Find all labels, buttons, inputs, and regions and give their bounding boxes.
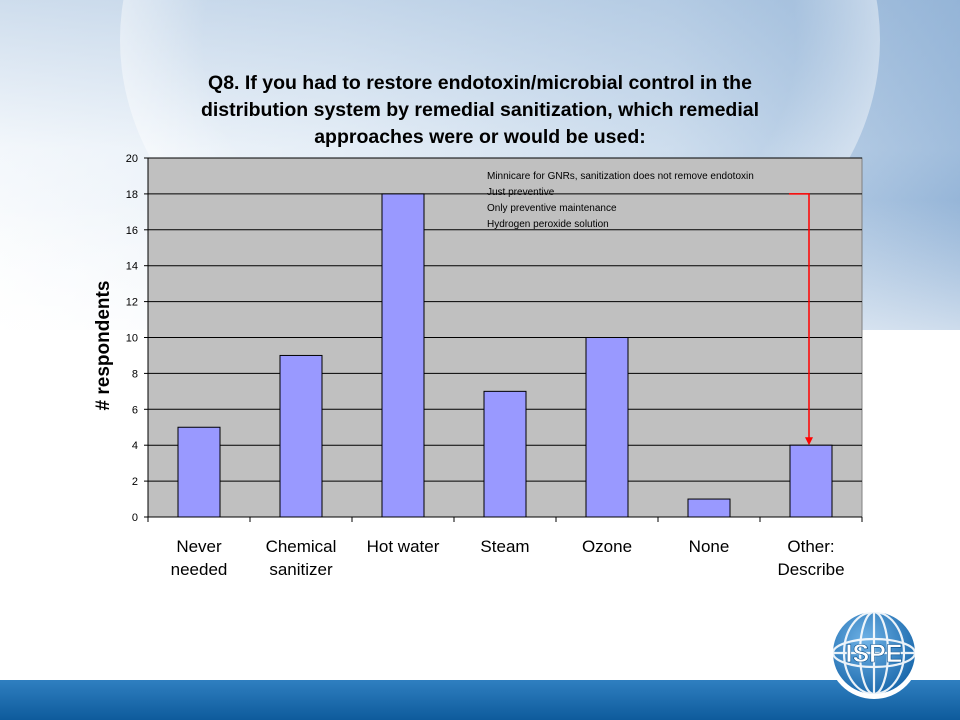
bar bbox=[585, 337, 629, 518]
title-line-2: distribution system by remedial sanitiza… bbox=[200, 99, 760, 121]
y-tick-label: 0 bbox=[132, 512, 138, 524]
x-tick-label: sanitizer bbox=[269, 560, 333, 579]
y-tick-label: 4 bbox=[132, 440, 138, 452]
annotation-line: Minnicare for GNRs, sanitization does no… bbox=[487, 171, 754, 182]
title-line-1: Q8. If you had to restore endotoxin/micr… bbox=[208, 72, 752, 94]
x-tick-label: Never bbox=[176, 537, 222, 556]
bar bbox=[789, 444, 833, 518]
bar bbox=[687, 498, 731, 518]
x-tick-label: Other: bbox=[787, 537, 834, 556]
y-tick-label: 8 bbox=[132, 368, 138, 380]
bar bbox=[279, 354, 323, 518]
y-tick-label: 16 bbox=[126, 225, 138, 237]
footer-bar bbox=[0, 680, 960, 720]
bar bbox=[483, 390, 527, 518]
annotation-arrow-line bbox=[789, 193, 810, 440]
ispe-logo: ISPE bbox=[828, 607, 920, 699]
annotation-line: Only preventive maintenance bbox=[487, 203, 617, 214]
x-tick-label: needed bbox=[171, 560, 228, 579]
annotation-line: Hydrogen peroxide solution bbox=[487, 219, 609, 230]
y-tick-label: 12 bbox=[126, 297, 138, 309]
logo-text: ISPE bbox=[846, 640, 903, 668]
x-tick-label: Steam bbox=[480, 537, 529, 556]
slide-title: Q8. If you had to restore endotoxin/micr… bbox=[150, 70, 810, 151]
bar bbox=[381, 193, 425, 518]
bar bbox=[177, 426, 221, 518]
annotation-arrowhead bbox=[805, 437, 813, 446]
y-tick-label: 6 bbox=[132, 404, 138, 416]
y-tick-label: 10 bbox=[126, 333, 138, 345]
y-tick-label: 14 bbox=[126, 261, 138, 273]
y-tick-label: 20 bbox=[126, 153, 138, 165]
x-tick-label: Hot water bbox=[367, 537, 440, 556]
x-tick-label: Ozone bbox=[582, 537, 632, 556]
x-tick-label: Chemical bbox=[266, 537, 337, 556]
annotation-line: Just preventive bbox=[487, 187, 555, 198]
title-line-3: approaches were or would be used: bbox=[314, 126, 646, 148]
y-axis-label: # respondents bbox=[93, 281, 114, 411]
y-tick-label: 2 bbox=[132, 476, 138, 488]
x-tick-label: None bbox=[689, 537, 730, 556]
y-tick-label: 18 bbox=[126, 189, 138, 201]
x-tick-label: Describe bbox=[777, 560, 844, 579]
